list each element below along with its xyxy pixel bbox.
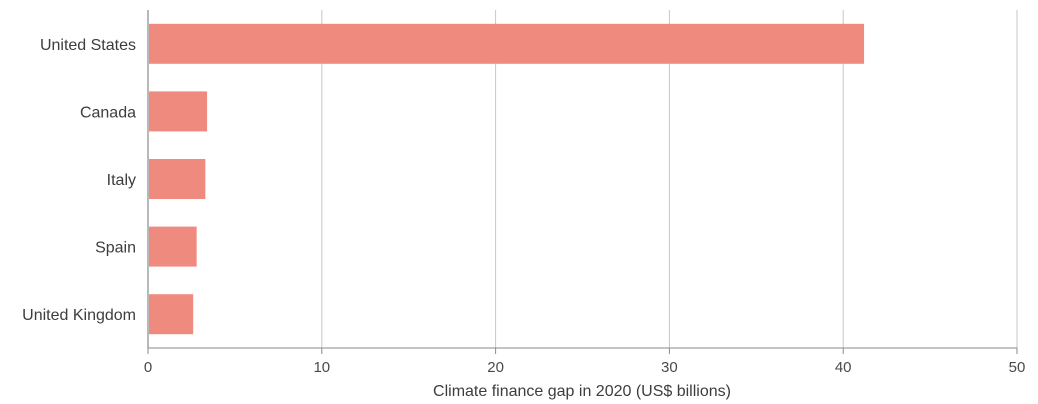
bar-united-states [149,23,865,64]
category-label: United States [40,37,136,54]
x-tick-label: 50 [1009,359,1026,376]
bar-spain [149,226,197,267]
category-label: Canada [80,104,136,121]
x-tick-label: 40 [835,359,852,376]
bars [149,23,865,335]
x-tick-label: 10 [313,359,330,376]
category-labels: United States Canada Italy Spain United King… [22,37,136,324]
x-tick-label: 20 [487,359,504,376]
category-label: United Kingdom [22,307,136,324]
bar-italy [149,159,206,199]
x-tick-labels: 0 10 20 30 40 50 [144,359,1026,376]
gridlines [321,10,1018,348]
axes [147,10,1018,354]
bar-canada [149,91,208,132]
category-label: Italy [107,172,136,189]
x-axis-title: Climate finance gap in 2020 (US$ billion… [433,383,731,400]
x-tick-label: 30 [661,359,678,376]
x-tick-label: 0 [144,359,152,376]
category-label: Spain [95,240,136,257]
bar-united-kingdom [149,294,194,335]
